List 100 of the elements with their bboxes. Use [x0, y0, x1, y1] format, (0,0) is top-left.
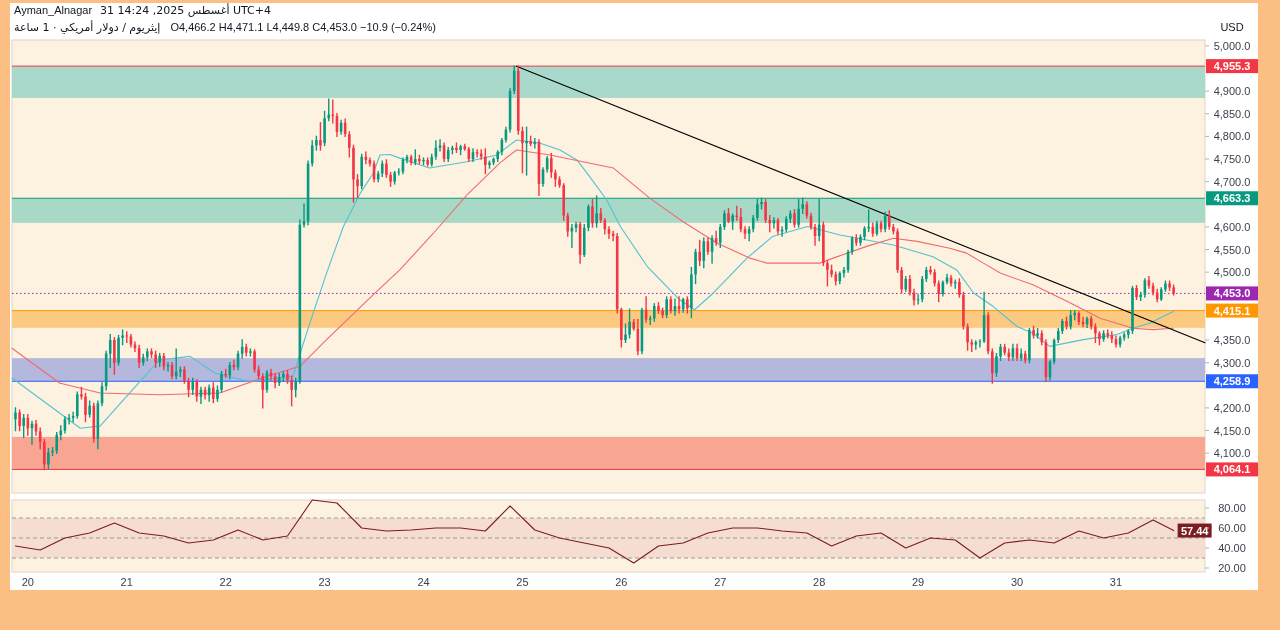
- y-tick-label: 4,100.0: [1213, 447, 1251, 460]
- candlestick: [455, 142, 458, 153]
- candlestick: [1168, 280, 1171, 291]
- candlestick: [999, 343, 1002, 362]
- candlestick: [525, 126, 528, 176]
- candlestick: [393, 170, 396, 185]
- candlestick: [624, 323, 627, 343]
- ref-line-label: 4,064.1: [1213, 463, 1251, 476]
- candlestick: [418, 154, 421, 165]
- candlestick: [18, 409, 21, 432]
- text: Ayman_Alnagar: [14, 4, 93, 16]
- candlestick: [554, 169, 557, 187]
- ref-line-label: 4,955.3: [1213, 60, 1251, 73]
- candlestick: [14, 407, 17, 432]
- candlestick: [991, 348, 994, 384]
- candlestick: [1069, 309, 1072, 330]
- candlestick: [657, 302, 660, 314]
- candlestick: [896, 228, 899, 273]
- y-tick-label: 4,750.0: [1213, 153, 1251, 166]
- candlestick: [1131, 285, 1134, 334]
- candlestick: [1065, 316, 1068, 330]
- x-tick-label: 31: [1109, 576, 1123, 588]
- candlestick: [925, 266, 928, 282]
- candlestick: [690, 266, 693, 319]
- candlestick: [686, 296, 689, 314]
- candlestick: [438, 139, 442, 152]
- chart-title: إيثريوم / دولار أمريكي · 1 ساعة: [14, 20, 161, 34]
- x-tick-label: 29: [912, 576, 925, 588]
- candlestick: [310, 140, 314, 167]
- candlestick: [933, 269, 936, 287]
- candlestick: [459, 144, 462, 156]
- candlestick: [1061, 318, 1064, 334]
- candlestick: [174, 348, 178, 380]
- y-tick-label: 4,900.0: [1213, 85, 1251, 98]
- candlestick: [859, 234, 862, 246]
- candlestick: [75, 391, 79, 419]
- candlestick: [822, 221, 825, 267]
- candlestick: [916, 294, 920, 305]
- candlestick: [558, 176, 561, 188]
- candlestick: [962, 291, 965, 330]
- x-tick-label: 28: [813, 576, 826, 588]
- candlestick: [179, 366, 182, 377]
- candlestick: [282, 371, 285, 382]
- candlestick: [995, 352, 998, 377]
- candlestick: [187, 377, 190, 398]
- candlestick: [319, 122, 322, 151]
- candlestick: [529, 135, 532, 147]
- candlestick: [327, 98, 331, 122]
- ref-line-label: 4,453.0: [1213, 287, 1251, 300]
- candlestick: [1003, 343, 1006, 356]
- candlestick: [484, 148, 487, 175]
- candlestick: [385, 159, 388, 178]
- x-tick-label: 21: [120, 576, 133, 588]
- candlestick: [863, 226, 866, 241]
- candlestick: [117, 334, 120, 366]
- candlestick: [253, 349, 256, 373]
- y-tick-label: 4,600.0: [1213, 220, 1251, 233]
- candlestick: [694, 248, 697, 285]
- candlestick: [426, 157, 429, 167]
- candlestick: [1036, 328, 1039, 339]
- candlestick: [966, 323, 969, 351]
- candlestick: [475, 149, 479, 158]
- ref-line-label: 4,258.9: [1213, 375, 1251, 388]
- candlestick: [702, 237, 706, 269]
- candlestick: [978, 339, 982, 348]
- x-tick-label: 24: [417, 576, 430, 588]
- line-series: [14, 499, 1175, 564]
- x-tick-label: 25: [516, 576, 529, 588]
- candlestick: [121, 329, 124, 346]
- y-tick-label: 60.00: [1218, 522, 1246, 534]
- candlestick: [113, 337, 116, 375]
- candlestick: [315, 135, 318, 151]
- y-tick-label: 4,350.0: [1213, 334, 1251, 347]
- y-tick-label: 4,500.0: [1213, 266, 1251, 279]
- candlestick: [1172, 284, 1175, 296]
- candlestick: [146, 348, 149, 362]
- text: O4,466.2 H4,471.1 L4,449.8 C4,453.0 −10.9 (−0.24%): [170, 21, 436, 33]
- candlestick: [1135, 285, 1138, 301]
- y-tick-label: 4,800.0: [1213, 130, 1251, 143]
- candlestick: [826, 260, 829, 287]
- y-tick-label: 4,850.0: [1213, 107, 1251, 120]
- candlestick: [1098, 331, 1101, 346]
- candlestick: [550, 152, 553, 178]
- candlestick: [492, 157, 495, 166]
- candlestick: [108, 333, 112, 368]
- candlestick: [294, 377, 298, 398]
- candlestick: [286, 370, 289, 384]
- candlestick: [290, 375, 293, 407]
- text: USD: [1220, 21, 1244, 33]
- candlestick: [55, 432, 59, 454]
- x-tick-label: 26: [615, 576, 628, 588]
- candlestick: [323, 110, 326, 147]
- candlestick: [937, 280, 940, 303]
- candlestick: [389, 171, 392, 187]
- candlestick: [47, 447, 50, 470]
- candlestick: [521, 126, 524, 174]
- candlestick: [1094, 323, 1097, 343]
- y-tick-label: 40.00: [1218, 542, 1246, 554]
- y-tick-label: 80.00: [1218, 502, 1246, 514]
- candlestick: [154, 350, 157, 368]
